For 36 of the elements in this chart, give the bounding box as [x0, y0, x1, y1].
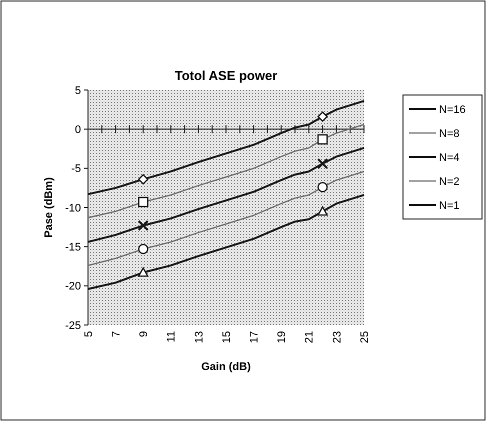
- x-axis-title: Gain (dB): [201, 361, 252, 373]
- x-tick-label: 13: [193, 331, 206, 344]
- y-tick-label: -20: [65, 280, 81, 293]
- point: [138, 244, 148, 254]
- chart-title: Totol ASE power: [174, 68, 278, 83]
- x-tick-label: 7: [110, 331, 122, 338]
- point: [317, 158, 328, 170]
- x-tick-label: 17: [248, 331, 260, 344]
- point: [138, 220, 149, 232]
- point: [317, 134, 328, 144]
- point: [317, 206, 328, 216]
- x-tick-label: 9: [138, 331, 150, 338]
- legend-label: N=2: [439, 176, 460, 188]
- y-tick-label: -25: [65, 320, 81, 332]
- point: [138, 196, 148, 208]
- x-tick-label: 11: [166, 331, 178, 342]
- legend-label: N=8: [439, 128, 460, 140]
- point: [138, 267, 148, 277]
- legend-label: N=4: [439, 152, 460, 164]
- y-tick-label: 0: [74, 124, 81, 136]
- line-series: [87, 124, 365, 218]
- legend-label: N=16: [439, 104, 466, 116]
- line-series: [87, 170, 365, 266]
- y-tick-label: -5: [71, 163, 81, 176]
- y-tick-label: -10: [65, 202, 81, 214]
- x-tick-label: 23: [331, 331, 344, 344]
- y-tick-label: 5: [74, 84, 81, 97]
- x-tick-label: 5: [82, 331, 95, 338]
- y-axis-title: Pase (dBm): [43, 176, 55, 238]
- x-tick-label: 19: [276, 331, 288, 344]
- x-tick-label: 21: [304, 331, 316, 344]
- x-tick-label: 15: [220, 331, 233, 344]
- point: [317, 182, 328, 192]
- y-tick-label: -15: [65, 242, 81, 254]
- legend-label: N=1: [439, 200, 460, 212]
- x-tick-label: 25: [358, 331, 371, 344]
